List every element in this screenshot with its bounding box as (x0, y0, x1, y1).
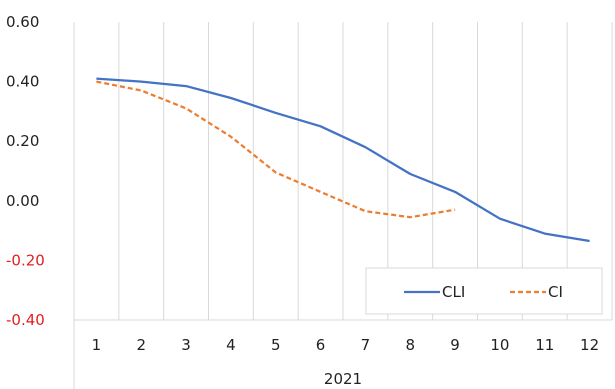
series-line-cli (96, 77, 590, 243)
y-tick-label: -0.40 (6, 311, 45, 329)
y-tick-label: 0.20 (6, 132, 39, 150)
x-tick-label: 8 (405, 336, 415, 354)
x-tick-label: 7 (361, 336, 371, 354)
legend: CLI CI (365, 267, 603, 315)
x-tick-label: 1 (92, 336, 102, 354)
y-tick-label: 0.60 (6, 13, 39, 31)
y-tick-label: -0.20 (6, 251, 45, 269)
legend-box (365, 267, 603, 315)
series-layer (96, 77, 590, 243)
chart-grid (73, 22, 613, 389)
x-tick-label: 3 (181, 336, 191, 354)
x-tick-label: 12 (580, 336, 599, 354)
x-axis-label: 2021 (324, 370, 362, 388)
x-tick-label: 9 (450, 336, 460, 354)
y-axis-ticks: 0.60 0.40 0.20 0.00 -0.20 -0.40 (6, 13, 45, 329)
x-tick-label: 6 (316, 336, 326, 354)
x-tick-label: 4 (226, 336, 236, 354)
legend-label-cli: CLI (442, 283, 465, 301)
x-tick-label: 11 (535, 336, 554, 354)
legend-label-ci: CI (548, 283, 563, 301)
y-tick-label: 0.40 (6, 73, 39, 91)
x-axis-ticks: 1 2 3 4 5 6 7 8 9 10 11 12 (92, 336, 599, 354)
x-tick-label: 10 (490, 336, 509, 354)
x-tick-label: 5 (271, 336, 281, 354)
y-tick-label: 0.00 (6, 192, 39, 210)
x-tick-label: 2 (136, 336, 146, 354)
series-line-ci (96, 80, 456, 219)
